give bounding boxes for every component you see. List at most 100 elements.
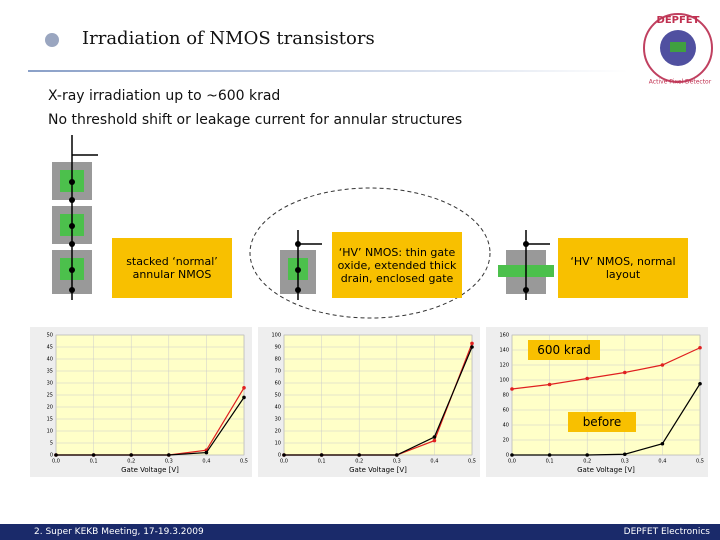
x-tick-label: 0,4: [658, 459, 666, 465]
x-tick-label: 0,3: [165, 459, 173, 465]
data-point: [623, 370, 627, 375]
x-tick-label: 0,5: [240, 459, 248, 465]
series-line: [511, 347, 701, 390]
data-point: [129, 453, 133, 457]
data-point: [585, 453, 589, 457]
data-point: [660, 441, 665, 446]
y-tick-label: 20: [275, 429, 281, 435]
data-point: [623, 452, 627, 457]
y-tick-label: 25: [47, 393, 53, 399]
title-rule: [28, 70, 628, 72]
y-tick-label: 5: [50, 441, 53, 447]
footer-left: 2. Super KEKB Meeting, 17-19.3.2009: [34, 527, 204, 537]
data-point: [510, 453, 514, 457]
footer-bar: [0, 524, 720, 540]
y-tick-label: 10: [47, 429, 53, 435]
slide-title: Irradiation of NMOS transistors: [82, 28, 375, 49]
y-tick-label: 100: [499, 378, 509, 384]
x-tick-label: 0,5: [696, 459, 704, 465]
data-point: [510, 387, 514, 391]
data-point: [547, 382, 552, 387]
x-tick-label: 0,1: [90, 459, 98, 465]
data-point: [585, 376, 589, 381]
x-tick-label: 0,2: [127, 459, 135, 465]
y-tick-label: 0: [278, 453, 281, 459]
data-point: [242, 395, 246, 400]
series-line: [284, 346, 473, 456]
x-axis-label: Gate Voltage [V]: [349, 466, 407, 474]
logo-name: DEPFET: [657, 15, 700, 26]
data-point: [319, 453, 324, 457]
x-tick-label: 0,1: [318, 459, 326, 465]
data-point: [54, 453, 58, 457]
x-tick-label: 0,4: [430, 459, 438, 465]
structure-label: stacked ‘normal’ annular NMOS: [112, 238, 232, 298]
x-tick-label: 0,3: [621, 459, 629, 465]
footer-right: DEPFET Electronics: [623, 527, 710, 537]
y-tick-label: 60: [275, 381, 281, 387]
title-bullet: [45, 33, 59, 47]
x-tick-label: 0,5: [468, 459, 476, 465]
data-point: [660, 363, 665, 367]
y-tick-label: 45: [47, 345, 53, 351]
data-point: [470, 341, 474, 346]
series-line: [512, 383, 701, 456]
y-tick-label: 40: [503, 423, 509, 429]
y-tick-label: 70: [275, 369, 281, 375]
y-tick-label: 50: [47, 333, 53, 339]
y-tick-label: 140: [499, 348, 509, 354]
y-tick-label: 35: [47, 369, 53, 375]
x-tick-label: 0,2: [355, 459, 363, 465]
y-tick-label: 80: [503, 393, 509, 399]
data-point: [282, 453, 286, 457]
structure-label: ‘HV’ NMOS: thin gate oxide, extended thi…: [332, 232, 462, 298]
y-tick-label: 120: [499, 363, 509, 369]
y-tick-label: 50: [275, 393, 281, 399]
data-point: [204, 450, 209, 455]
x-tick-label: 0,0: [280, 459, 288, 465]
data-point: [698, 381, 702, 386]
structure-label: ‘HV’ NMOS, normal layout: [558, 238, 688, 298]
logo-chip: [670, 42, 686, 52]
y-tick-label: 10: [275, 441, 281, 447]
data-point: [432, 438, 437, 443]
data-point: [698, 345, 702, 350]
x-tick-label: 0,0: [52, 459, 60, 465]
data-point: [432, 435, 437, 439]
x-tick-label: 0,4: [202, 459, 210, 465]
y-tick-label: 20: [503, 438, 509, 444]
callout: before: [568, 412, 636, 432]
highlight-ellipse: [249, 187, 491, 319]
x-tick-label: 0,3: [393, 459, 401, 465]
data-point: [167, 453, 171, 457]
data-point: [242, 386, 246, 390]
transistor-hv: [280, 230, 322, 300]
callout: 600 krad: [528, 340, 600, 360]
y-tick-label: 80: [275, 357, 281, 363]
x-tick-label: 0,2: [583, 459, 591, 465]
y-tick-label: 160: [499, 333, 509, 339]
logo-subtitle: Active Pixel Detector: [649, 79, 712, 86]
x-axis-label: Gate Voltage [V]: [577, 466, 635, 474]
y-tick-label: 40: [47, 357, 53, 363]
y-tick-label: 0: [50, 453, 53, 459]
data-point: [547, 453, 552, 457]
series-line: [56, 397, 245, 456]
data-point: [470, 345, 474, 349]
transistor-normal: [498, 230, 554, 300]
y-tick-label: 60: [503, 408, 509, 414]
y-tick-label: 40: [275, 405, 281, 411]
y-tick-label: 90: [275, 345, 281, 351]
y-tick-label: 30: [47, 381, 53, 387]
data-point: [91, 453, 96, 457]
y-tick-label: 20: [47, 405, 53, 411]
transistor-stack: [52, 135, 98, 300]
y-tick-label: 15: [47, 417, 53, 423]
x-axis-label: Gate Voltage [V]: [121, 466, 179, 474]
x-tick-label: 0,0: [508, 459, 516, 465]
bullet: X-ray irradiation up to ~600 krad: [48, 88, 281, 104]
y-tick-label: 0: [506, 453, 509, 459]
y-tick-label: 30: [275, 417, 281, 423]
